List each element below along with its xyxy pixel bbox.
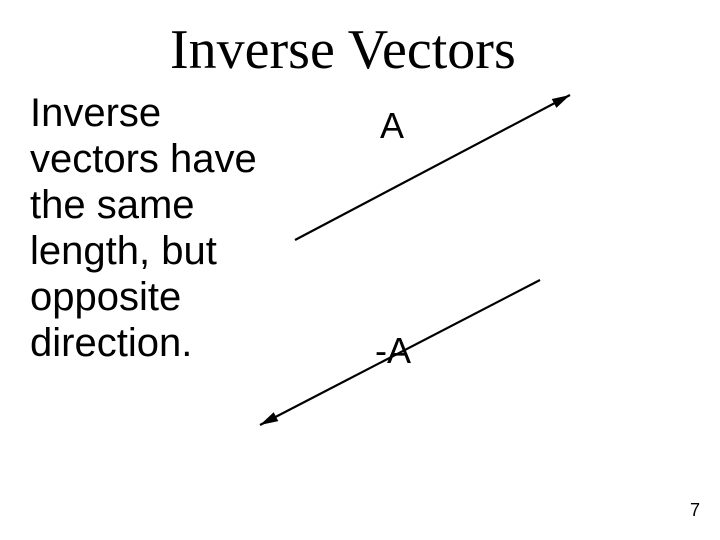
page-number: 7 [690,500,700,521]
vector-neg-a-label: -A [375,330,411,372]
vector-neg-a-arrow [0,0,720,540]
slide: { "title": { "text": "Inverse Vectors", … [0,0,720,540]
